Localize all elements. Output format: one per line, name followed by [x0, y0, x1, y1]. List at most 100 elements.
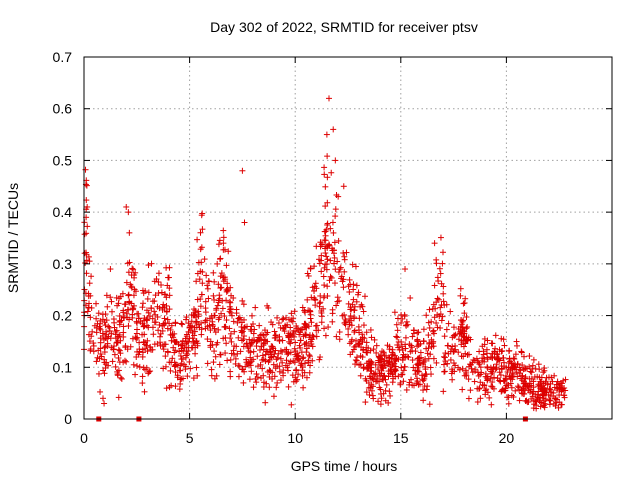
data-point	[306, 353, 313, 360]
data-point	[377, 372, 384, 379]
data-point	[363, 377, 370, 384]
data-point	[394, 327, 401, 334]
data-point-outlier	[431, 240, 438, 247]
data-point	[133, 353, 140, 360]
data-point	[331, 280, 338, 287]
data-point	[541, 365, 548, 372]
data-point	[103, 328, 110, 335]
data-point	[232, 360, 239, 367]
data-point	[457, 292, 464, 299]
data-point	[250, 320, 257, 327]
data-point	[164, 325, 171, 332]
data-point	[359, 331, 366, 338]
data-point	[251, 337, 258, 344]
data-point	[120, 333, 127, 340]
data-point	[279, 359, 286, 366]
data-point	[420, 338, 427, 345]
data-point	[161, 315, 168, 322]
data-point	[299, 372, 306, 379]
data-point	[459, 324, 466, 331]
data-point	[459, 365, 466, 372]
data-point	[128, 284, 135, 291]
data-point	[420, 326, 427, 333]
data-point	[101, 370, 108, 377]
data-point	[198, 244, 205, 251]
data-point	[339, 278, 346, 285]
data-point	[239, 328, 246, 335]
data-point	[281, 328, 288, 335]
data-point	[345, 331, 352, 338]
data-point	[215, 241, 222, 248]
data-point	[409, 357, 416, 364]
data-point	[393, 321, 400, 328]
data-point	[508, 392, 515, 399]
data-point	[97, 339, 104, 346]
data-point	[227, 373, 234, 380]
data-point	[222, 324, 229, 331]
data-point	[460, 317, 467, 324]
data-point	[399, 357, 406, 364]
data-point	[535, 361, 542, 368]
data-point	[168, 337, 175, 344]
data-point	[475, 359, 482, 366]
data-point	[113, 327, 120, 334]
data-point	[117, 374, 124, 381]
data-point	[505, 348, 512, 355]
data-point	[227, 330, 234, 337]
data-point	[345, 325, 352, 332]
data-point	[355, 341, 362, 348]
data-point	[167, 367, 174, 374]
data-point	[347, 312, 354, 319]
data-point	[195, 313, 202, 320]
data-point	[217, 285, 224, 292]
data-point	[327, 225, 334, 232]
data-point	[163, 294, 170, 301]
data-point	[368, 387, 375, 394]
data-point	[84, 308, 91, 315]
data-point	[340, 284, 347, 291]
data-point	[132, 371, 139, 378]
data-point	[130, 305, 137, 312]
data-point	[483, 346, 490, 353]
data-point	[295, 356, 302, 363]
data-point	[194, 236, 201, 243]
data-point	[83, 182, 90, 189]
data-point	[525, 398, 532, 405]
data-point	[81, 250, 88, 257]
data-point	[433, 256, 440, 263]
data-point	[498, 335, 505, 342]
data-point	[168, 382, 175, 389]
data-point	[194, 270, 201, 277]
data-point	[222, 350, 229, 357]
data-point	[115, 394, 122, 401]
data-point	[486, 394, 493, 401]
data-point	[441, 368, 448, 375]
data-point	[545, 391, 552, 398]
data-point	[327, 273, 334, 280]
data-point	[139, 380, 146, 387]
data-point	[463, 325, 470, 332]
data-point	[420, 397, 427, 404]
data-point	[440, 388, 447, 395]
data-point	[327, 257, 334, 264]
data-point	[273, 356, 280, 363]
data-point	[202, 325, 209, 332]
data-point	[333, 191, 340, 198]
data-point	[112, 335, 119, 342]
y-tick-label: 0.3	[53, 256, 73, 272]
data-point	[437, 304, 444, 311]
data-point	[102, 311, 109, 318]
data-point	[331, 254, 338, 261]
data-point	[377, 390, 384, 397]
data-point	[117, 337, 124, 344]
data-point	[292, 339, 299, 346]
data-point	[527, 389, 534, 396]
data-point	[277, 355, 284, 362]
data-point	[166, 292, 173, 299]
data-point	[356, 362, 363, 369]
data-point	[311, 288, 318, 295]
data-point	[233, 310, 240, 317]
data-point	[182, 354, 189, 361]
data-point	[483, 386, 490, 393]
data-point	[361, 335, 368, 342]
